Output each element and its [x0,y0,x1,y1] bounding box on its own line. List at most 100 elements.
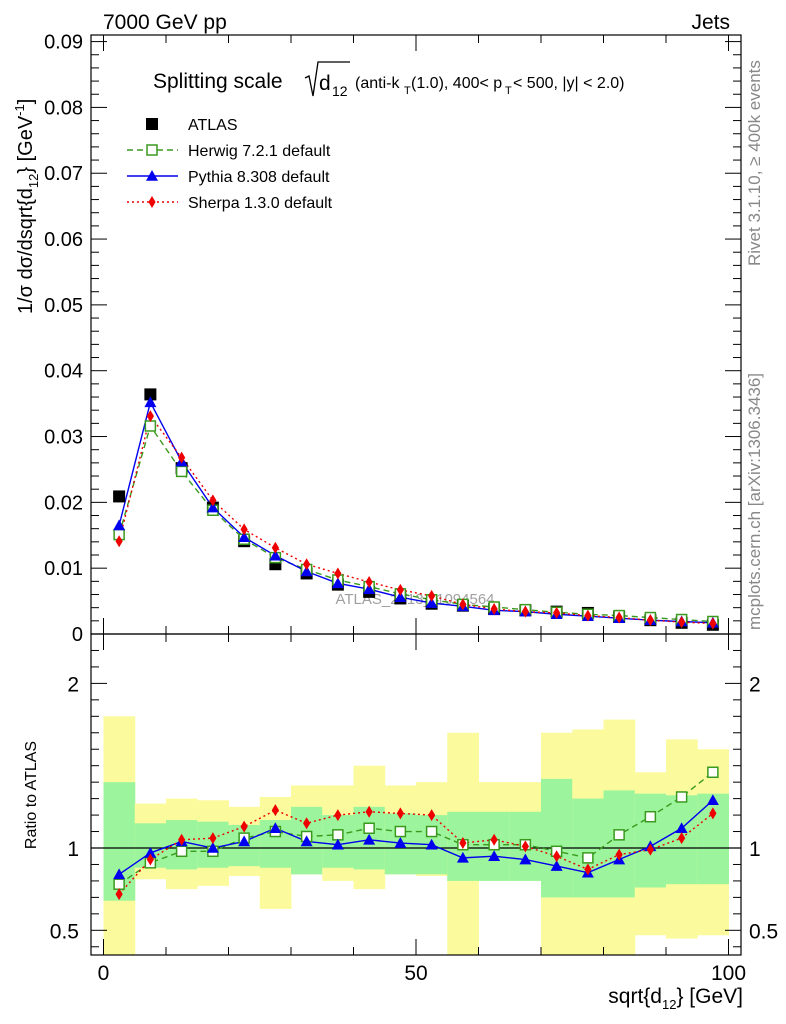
ratio-herwig-point [644,810,657,823]
main-ytick-label: 0.05 [44,295,83,317]
ratio-ylabel: Ratio to ATLAS [23,741,40,849]
title-d: d [319,72,331,95]
sherpa-point [334,567,342,580]
band-inner [603,790,636,898]
ratio-sherpa-point [678,832,686,845]
mcplots-label: mcplots.cern.ch [arXiv:1306.3436] [745,373,764,630]
sherpa-point [178,451,186,464]
main-ytick-label: 0.07 [44,163,83,185]
pythia-point [113,519,126,531]
ratio-sherpa-point [709,807,717,820]
sherpa-point [646,614,654,627]
ratio-herwig-line [118,771,714,885]
sherpa-point [115,535,123,548]
sherpa-point [553,606,561,619]
ratio-sherpa-point [490,833,498,846]
ratio-pythia-point [331,838,344,850]
ratio-sherpa-point [240,820,248,833]
legend-marker-herwig [146,144,158,156]
main-ytick-label: 0.09 [44,32,83,54]
title-suffix-kt-sub: T [404,85,411,97]
pythia-point [206,501,219,513]
ratio-sherpa-point [303,817,311,830]
pythia-point [144,396,157,408]
sherpa-point [584,609,592,622]
ratio-herwig-point [582,852,594,864]
legend-marker-pythia [146,170,158,181]
ratio-herwig-point [332,829,344,841]
band-inner [634,793,667,888]
herwig-point [175,465,188,478]
sherpa-point [490,602,498,615]
main-ytick-label: 0.06 [44,229,83,251]
band-inner [541,778,573,898]
main-ytick-label: 0.01 [44,558,83,580]
x-tick-label: 50 [404,962,427,985]
sherpa-point [303,558,311,571]
header-left: 7000 GeV pp [103,11,227,34]
ratio-pythia-point [238,835,251,847]
sherpa-point [396,583,404,596]
ratio-pythia-point [363,833,376,845]
ratio-pythia-point [206,842,219,853]
sherpa-point [428,589,436,602]
sherpa-point [271,541,279,554]
ratio-pythia-point [675,822,688,834]
ratio-sherpa-point [396,807,404,820]
ratio-sherpa-point [209,832,217,845]
ratio-ytick-label-right: 2 [749,673,761,696]
main-ytick-label: 0.03 [44,427,83,449]
main-ytick-label: 0.02 [44,492,83,514]
ratio-pythia-point [113,868,126,880]
ratio-pythia-point [300,835,313,847]
band-inner [697,793,729,885]
sherpa-point [240,523,248,536]
ratio-sherpa-point [646,843,654,856]
ratio-herwig-point [613,829,625,841]
ratio-sherpa-line [118,809,714,895]
title-suffix-c: < 500, |y| < 2.0) [513,75,625,92]
ratio-sherpa-point [271,804,279,817]
pythia-point [363,583,376,595]
main-ytick-label: 0.04 [44,361,83,383]
ratio-sherpa-point [428,809,436,822]
ratio-pythia-point [425,838,438,850]
legend-label-herwig: Herwig 7.2.1 default [188,143,331,160]
ratio-ytick-label-right: 1 [749,838,761,861]
ratio-pythia-point [706,794,719,806]
main-ylabel: 1/σ dσ/dsqrt{d12} [GeV-1] [12,99,41,314]
ratio-sherpa-point [584,863,592,876]
pythia-point [331,577,344,589]
title-d-sub: 12 [332,83,348,99]
ratio-pythia-point [550,860,563,871]
ratio-pythia-point [519,853,532,865]
x-tick-label: 100 [711,962,746,985]
ratio-ytick-label: 2 [67,673,79,696]
ratio-herwig-point [394,825,407,838]
pythia-point [300,565,313,577]
title-suffix-a: (anti-k [355,75,400,92]
title-sqrt-sign [304,61,350,97]
sherpa-point [615,611,623,624]
ratio-pythia-point [394,837,407,848]
legend-marker-sherpa [148,196,156,208]
sherpa-point [459,598,467,611]
ratio-herwig-point [707,766,719,779]
ratio-herwig-point [113,878,125,890]
ratio-herwig-point [675,791,688,803]
title-suffix-pt-sub: T [505,85,512,97]
title-suffix-b: (1.0), 400< p [411,75,502,92]
ratio-bands [103,716,729,955]
pythia-point [394,591,407,602]
ratio-sherpa-point [146,853,154,866]
sherpa-point [209,494,217,507]
ratio-ytick-label: 0.5 [50,920,79,943]
atlas-point [144,388,157,401]
sherpa-point [678,616,686,629]
sherpa-line [118,414,713,625]
sherpa-point [146,410,154,423]
ratio-sherpa-point [459,837,467,850]
ratio-ytick-label: 1 [67,838,79,861]
ratio-axes: 0.5 0.5 1 1 2 2 0 50 100 [50,633,778,985]
